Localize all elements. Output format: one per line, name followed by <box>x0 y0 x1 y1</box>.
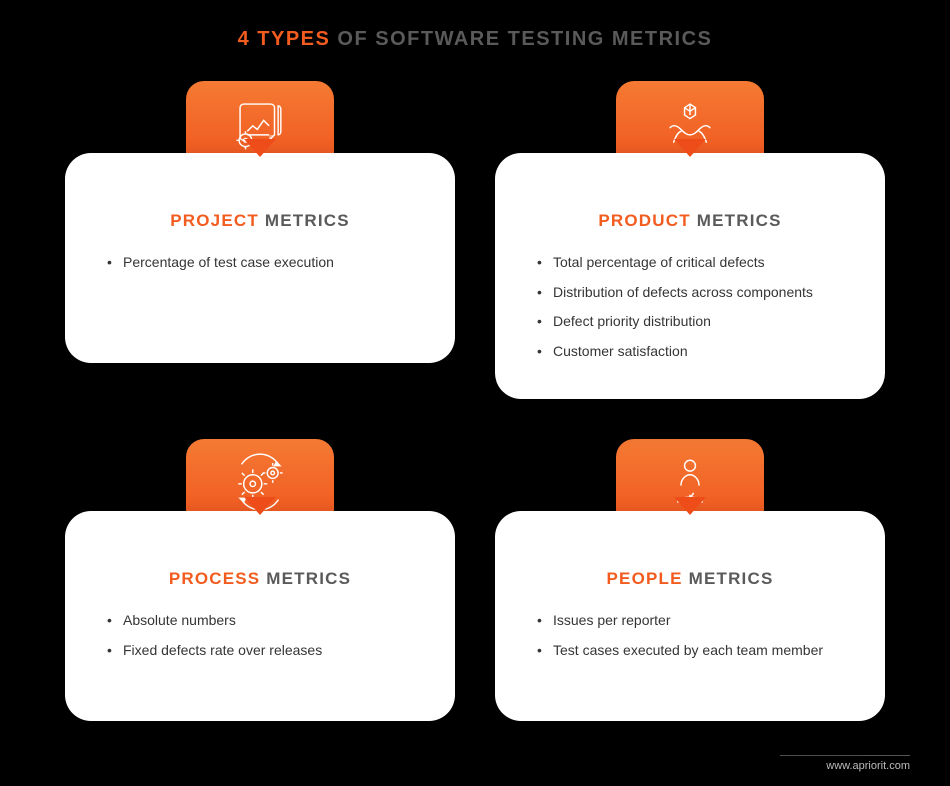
card-title-rest: METRICS <box>260 569 351 588</box>
list-item: Defect priority distribution <box>535 312 845 332</box>
card-title-rest: METRICS <box>683 569 774 588</box>
card-body: PEOPLE METRICS Issues per reporter Test … <box>495 511 885 721</box>
card-title: PROCESS METRICS <box>99 569 421 589</box>
list-item: Distribution of defects across component… <box>535 283 845 303</box>
card-title-rest: METRICS <box>259 211 350 230</box>
list-item: Fixed defects rate over releases <box>105 641 415 661</box>
card-title: PRODUCT METRICS <box>529 211 851 231</box>
card-title-rest: METRICS <box>691 211 782 230</box>
list-item: Total percentage of critical defects <box>535 253 845 273</box>
card-process: PROCESS METRICS Absolute numbers Fixed d… <box>65 439 455 721</box>
list-item: Absolute numbers <box>105 611 415 631</box>
card-list: Issues per reporter Test cases executed … <box>529 611 851 660</box>
footer-attribution: www.apriorit.com <box>780 755 910 772</box>
card-list: Percentage of test case execution <box>99 253 421 273</box>
list-item: Test cases executed by each team member <box>535 641 845 661</box>
list-item: Issues per reporter <box>535 611 845 631</box>
title-accent: 4 TYPES <box>238 28 331 50</box>
list-item: Customer satisfaction <box>535 342 845 362</box>
card-product: PRODUCT METRICS Total percentage of crit… <box>495 81 885 399</box>
card-project: PROJECT METRICS Percentage of test case … <box>65 81 455 399</box>
card-title-accent: PEOPLE <box>607 569 683 588</box>
card-body: PROCESS METRICS Absolute numbers Fixed d… <box>65 511 455 721</box>
card-body: PROJECT METRICS Percentage of test case … <box>65 153 455 363</box>
card-title: PEOPLE METRICS <box>529 569 851 589</box>
card-body: PRODUCT METRICS Total percentage of crit… <box>495 153 885 399</box>
card-title-accent: PROCESS <box>169 569 261 588</box>
card-title-accent: PROJECT <box>170 211 259 230</box>
title-rest: OF SOFTWARE TESTING METRICS <box>330 28 712 50</box>
cards-grid: PROJECT METRICS Percentage of test case … <box>0 61 950 721</box>
card-people: PEOPLE METRICS Issues per reporter Test … <box>495 439 885 721</box>
card-title-accent: PRODUCT <box>598 211 690 230</box>
list-item: Percentage of test case execution <box>105 253 415 273</box>
card-title: PROJECT METRICS <box>99 211 421 231</box>
page-title: 4 TYPES OF SOFTWARE TESTING METRICS <box>0 0 950 61</box>
card-list: Total percentage of critical defects Dis… <box>529 253 851 361</box>
card-list: Absolute numbers Fixed defects rate over… <box>99 611 421 660</box>
